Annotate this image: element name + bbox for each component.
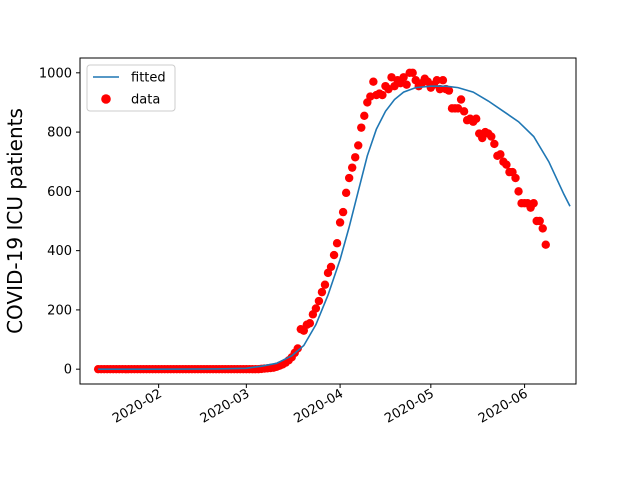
y-tick-label: 1000 xyxy=(39,66,72,81)
legend: fitted data xyxy=(86,64,176,112)
y-tick-label: 200 xyxy=(47,303,72,318)
data-point xyxy=(514,187,523,196)
data-point xyxy=(311,304,321,313)
y-tick-label: 600 xyxy=(47,185,72,200)
legend-label: data xyxy=(131,93,160,108)
data-point xyxy=(329,250,339,260)
data-point xyxy=(341,188,351,198)
data-point xyxy=(402,80,411,89)
data-point xyxy=(538,224,547,233)
data-point xyxy=(511,173,520,183)
data-point xyxy=(332,239,342,248)
data-point xyxy=(314,296,324,306)
y-axis: 0 200 400 600 800 1000 xyxy=(39,66,80,378)
y-tick-label: 800 xyxy=(47,126,72,141)
data-point xyxy=(354,141,363,150)
data-point xyxy=(487,132,496,141)
data-point xyxy=(338,207,348,217)
y-tick-label: 400 xyxy=(47,244,72,259)
data-point xyxy=(351,153,360,162)
data-point xyxy=(344,173,354,183)
data-point xyxy=(360,111,369,120)
data-point xyxy=(456,95,466,104)
data-point xyxy=(444,86,454,95)
data-point xyxy=(490,139,499,149)
axes-frame xyxy=(79,57,577,385)
plot-area xyxy=(93,68,571,374)
data-point xyxy=(438,76,448,85)
data-point xyxy=(535,216,544,226)
y-axis-label: COVID-19 ICU patients xyxy=(3,108,27,334)
data-point xyxy=(471,114,481,123)
data-point xyxy=(357,123,366,132)
data-point xyxy=(408,68,417,78)
data-point xyxy=(432,76,442,85)
data-point xyxy=(378,90,387,100)
legend-label: fitted xyxy=(131,71,166,86)
scatter-series-data xyxy=(93,68,550,374)
legend-marker-swatch xyxy=(101,94,111,104)
data-point xyxy=(347,163,357,172)
data-point xyxy=(317,287,327,297)
fitted-line xyxy=(98,85,571,370)
data-point xyxy=(502,160,511,169)
data-point xyxy=(326,262,336,272)
data-point xyxy=(320,280,330,289)
data-point xyxy=(496,150,505,159)
y-tick-label: 0 xyxy=(64,363,72,378)
data-point xyxy=(335,218,345,227)
data-point xyxy=(459,107,469,116)
data-point xyxy=(369,77,378,86)
data-point xyxy=(435,84,445,94)
data-point xyxy=(399,73,408,82)
data-point xyxy=(529,199,538,208)
data-point xyxy=(293,344,302,353)
data-point xyxy=(305,319,315,328)
data-point xyxy=(541,240,550,249)
